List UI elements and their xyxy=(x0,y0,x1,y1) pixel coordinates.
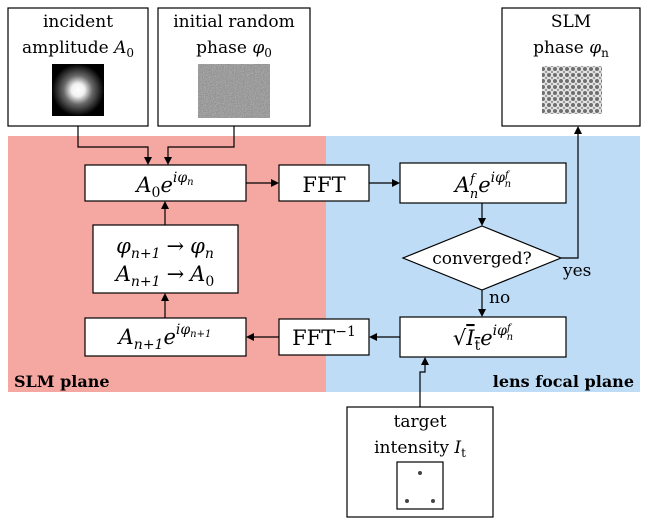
converged-label: converged? xyxy=(432,249,531,269)
connectors xyxy=(77,126,582,407)
target-intensity-box: target intensity It xyxy=(346,406,494,518)
focal-plane-label: lens focal plane xyxy=(493,372,634,391)
update-phase-row: φn+1 → φn xyxy=(116,234,214,262)
ifft-label: FFT−1 xyxy=(292,324,356,350)
converged-decision: converged? xyxy=(401,225,563,291)
slm-phase-line1: SLM xyxy=(551,12,591,32)
initial-phase-box: initial random phase φ0 xyxy=(157,7,311,127)
incident-amplitude-box: incident amplitude A0 xyxy=(7,7,149,127)
slm-phase-line2: phase φn xyxy=(533,38,609,60)
combine-field-expression: A0eiφn xyxy=(134,170,193,201)
focal-field-expression: Af neiφf n xyxy=(453,170,511,202)
yes-label: yes xyxy=(562,261,591,281)
target-intensity-line1: target xyxy=(394,412,447,432)
ifft-box: FFT−1 xyxy=(278,318,370,356)
initial-phase-line2: phase φ0 xyxy=(196,38,272,60)
hologram-image xyxy=(542,66,602,114)
incident-amplitude-line2: amplitude A0 xyxy=(22,38,134,60)
no-label: no xyxy=(489,288,510,308)
incident-beam-image xyxy=(52,64,104,116)
slm-plane-label: SLM plane xyxy=(14,372,110,391)
target-amplitude-box: √Iteiφf n xyxy=(399,316,567,358)
incident-amplitude-line1: incident xyxy=(43,12,113,32)
fft-box: FFT xyxy=(278,164,370,202)
back-field-box: An+1eiφn+1 xyxy=(84,317,247,357)
update-amplitude-row: An+1 → A0 xyxy=(114,262,215,290)
slm-phase-output-box: SLM phase φn xyxy=(501,7,641,127)
combine-field-box: A0eiφn xyxy=(84,164,247,202)
back-field-expression: An+1eiφn+1 xyxy=(117,322,212,353)
target-spot xyxy=(405,499,409,503)
random-phase-image xyxy=(198,64,270,118)
initial-phase-line1: initial random xyxy=(173,12,295,32)
target-spot xyxy=(431,499,435,503)
target-spot xyxy=(418,471,422,475)
target-amplitude-expression: √Iteiφf n xyxy=(453,323,513,354)
focal-field-box: Af neiφf n xyxy=(399,162,567,204)
target-pattern-image xyxy=(396,461,444,510)
update-box: φn+1 → φn An+1 → A0 xyxy=(92,224,239,294)
target-intensity-line2: intensity It xyxy=(374,438,466,460)
fft-label: FFT xyxy=(302,173,345,197)
